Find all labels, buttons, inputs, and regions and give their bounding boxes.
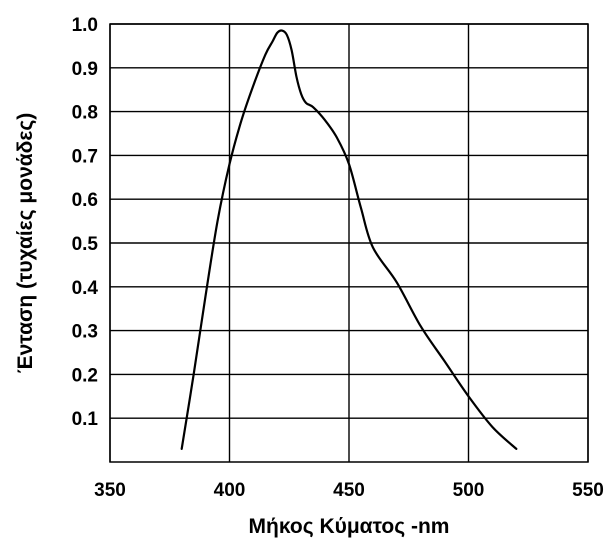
- y-tick-label: 0.4: [72, 278, 99, 299]
- y-tick-label: 0.3: [72, 322, 98, 343]
- y-tick-labels: 0.1 0.2 0.3 0.4 0.5 0.6 0.7 0.8 0.9 1.0: [72, 15, 99, 430]
- x-tick-label: 400: [214, 480, 246, 501]
- x-axis-title: Μήκος Κύματος -nm: [249, 515, 450, 538]
- y-tick-label: 0.9: [72, 59, 98, 80]
- x-tick-label: 500: [453, 480, 485, 501]
- y-tick-label: 0.5: [72, 234, 99, 255]
- x-tick-labels: 350 400 450 500 550: [94, 480, 604, 501]
- series-line: [180, 29, 518, 450]
- x-tick-label: 450: [333, 480, 365, 501]
- y-tick-label: 0.1: [72, 409, 99, 430]
- y-tick-label: 0.2: [72, 365, 98, 386]
- y-tick-label: 0.8: [72, 103, 98, 124]
- y-axis-title: Ένταση (τυχαίες μονάδες): [14, 113, 37, 374]
- y-tick-label: 1.0: [72, 15, 98, 36]
- y-tick-label: 0.7: [72, 146, 98, 167]
- grid: [109, 23, 589, 462]
- x-tick-label: 550: [572, 480, 604, 501]
- y-tick-label: 0.6: [72, 190, 98, 211]
- x-tick-label: 350: [94, 480, 126, 501]
- plot-frame: [109, 23, 589, 463]
